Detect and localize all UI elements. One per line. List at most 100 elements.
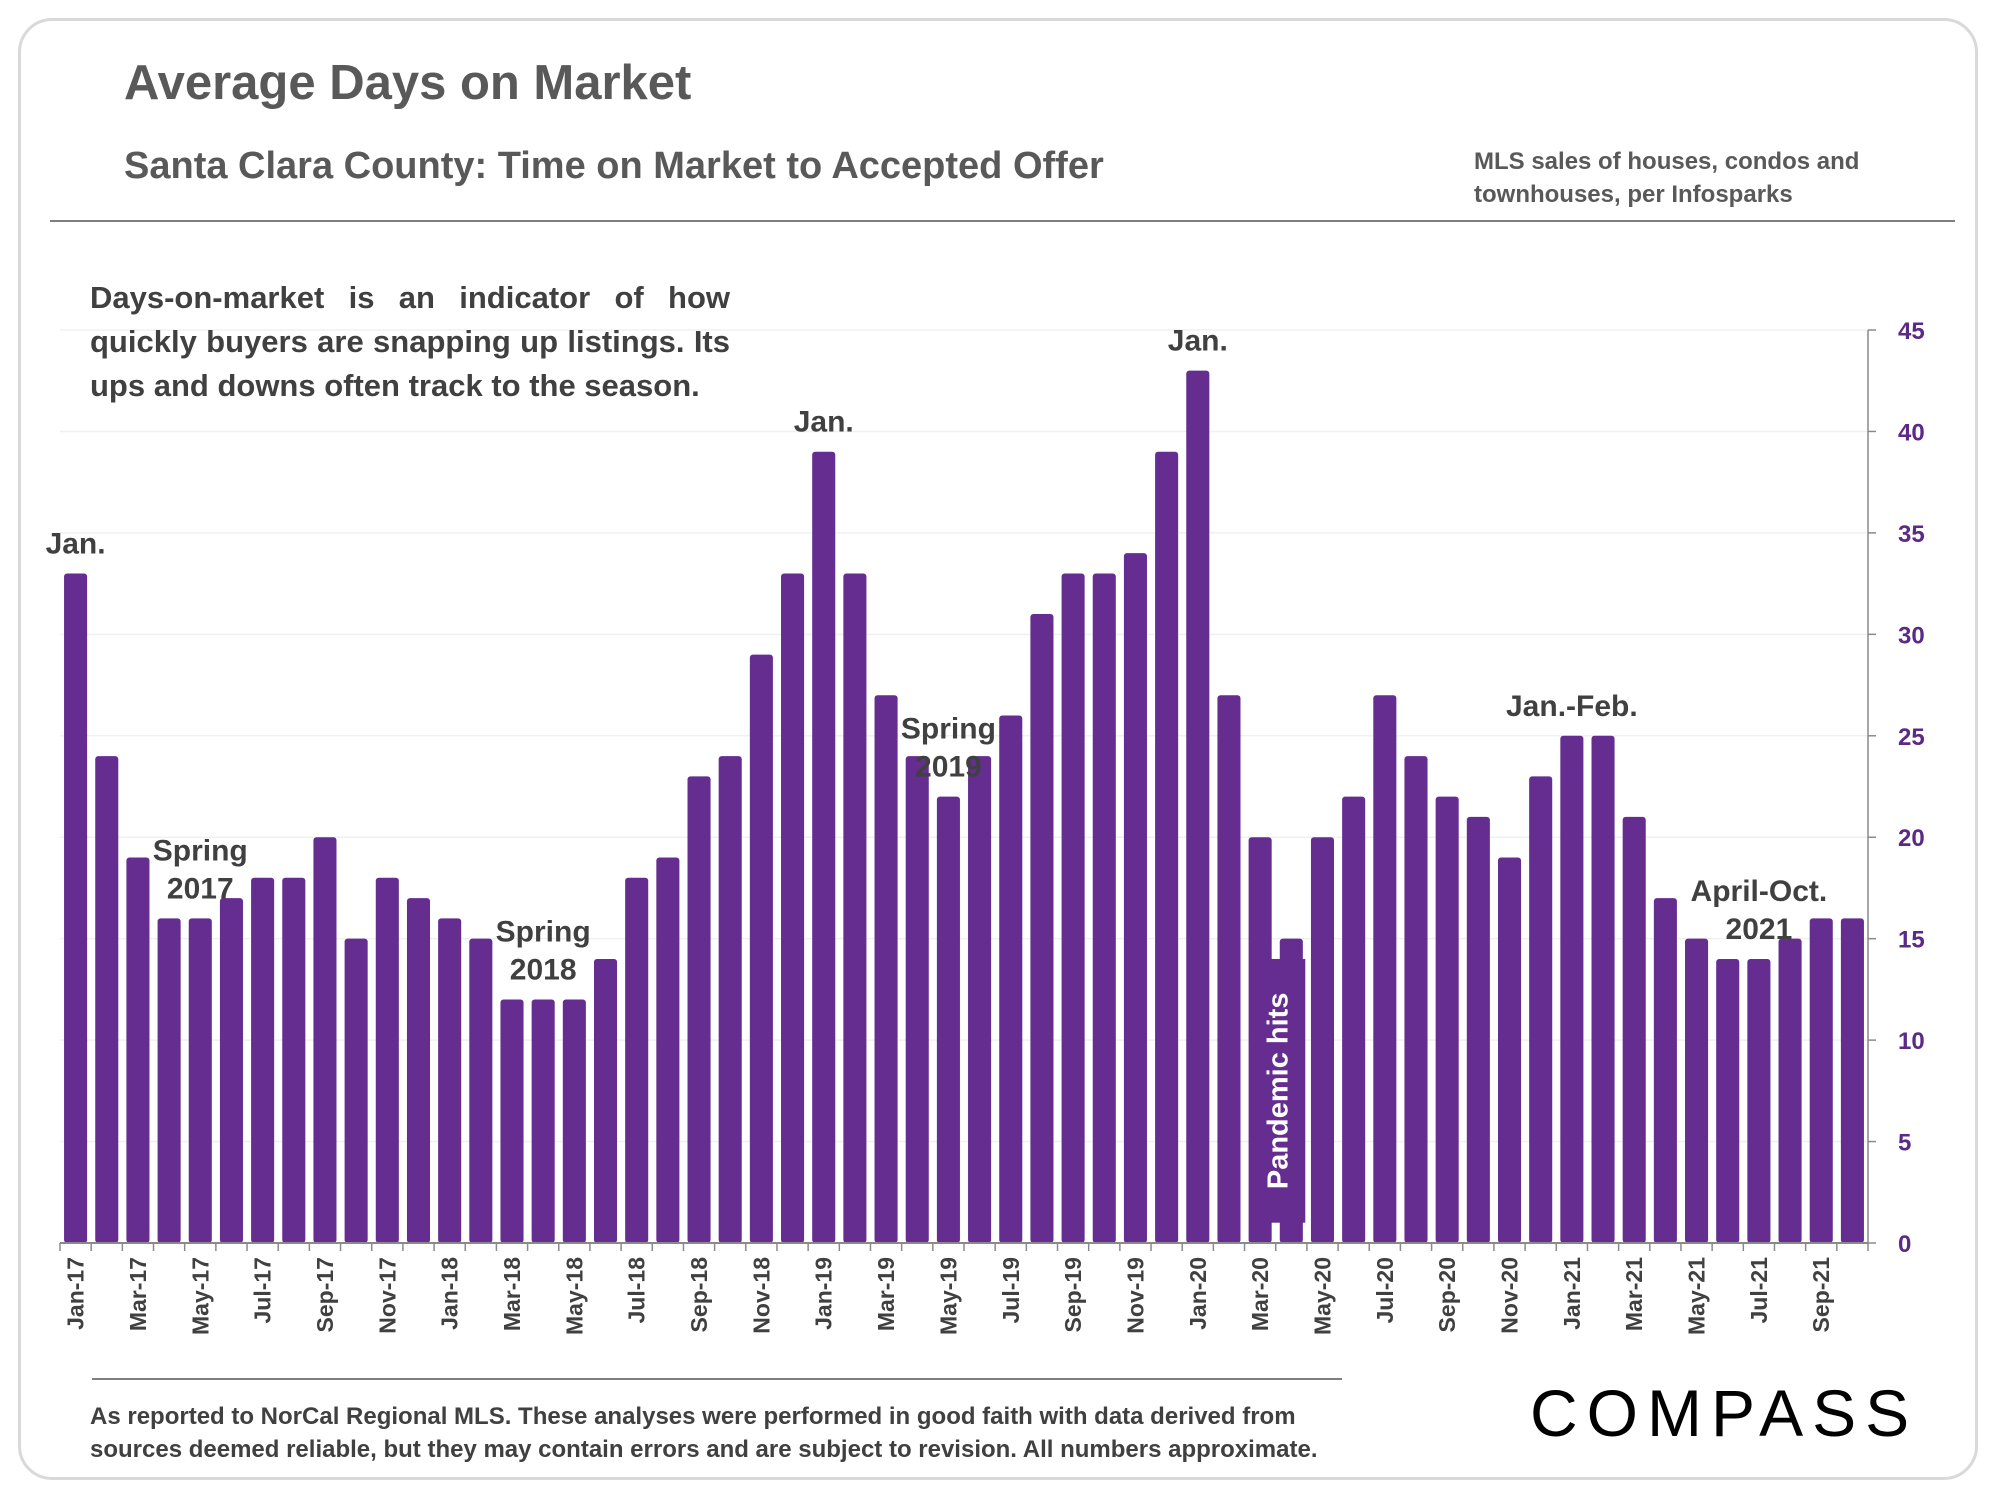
- x-tick-label: May-21: [1684, 1257, 1710, 1335]
- bar: [718, 756, 742, 1243]
- event-label: Pandemic hits: [1262, 993, 1294, 1190]
- bar: [905, 756, 929, 1243]
- bar: [1061, 573, 1085, 1243]
- bar: [500, 999, 524, 1243]
- bar: [1155, 451, 1179, 1243]
- event-label-box: [1249, 958, 1306, 1223]
- x-tick-label: Jul-19: [998, 1257, 1024, 1323]
- x-tick-label: Mar-17: [125, 1257, 151, 1331]
- annotation-label: 2019: [915, 751, 982, 784]
- y-tick-label: 35: [1898, 521, 1925, 548]
- x-tick-label: Mar-20: [1247, 1257, 1273, 1331]
- axes: 0 5 10 15 20 25 30 35 40 45 Jan-17 Mar-17 May-17 Jul-…: [59, 318, 1925, 1335]
- bar: [1778, 938, 1802, 1243]
- bar: [1560, 735, 1584, 1243]
- y-tick-label: 15: [1898, 927, 1925, 954]
- annotation-label: Spring: [901, 713, 996, 746]
- bar: [64, 573, 88, 1243]
- x-tick-label: Jan-21: [1559, 1257, 1585, 1330]
- bar: [1747, 958, 1771, 1243]
- bar: [344, 938, 368, 1243]
- bar: [936, 796, 960, 1243]
- annotation-label: Jan.: [46, 527, 106, 560]
- bar: [1840, 918, 1864, 1243]
- annotation-label: Spring: [153, 834, 248, 867]
- footnote: As reported to NorCal Regional MLS. Thes…: [90, 1403, 1318, 1463]
- bar: [1373, 695, 1397, 1243]
- x-tick-label: Mar-18: [499, 1257, 525, 1331]
- bar: [625, 877, 649, 1243]
- bar: [1529, 776, 1553, 1243]
- x-tick-label: Jan-19: [811, 1257, 837, 1330]
- x-tick-label: Sep-21: [1808, 1257, 1834, 1333]
- annotation-label: 2021: [1726, 913, 1793, 946]
- compass-logo: COMPASS: [1530, 1376, 1919, 1450]
- bar: [157, 918, 181, 1243]
- annotation-label: April-Oct.: [1691, 875, 1828, 908]
- bar: [1435, 796, 1459, 1243]
- bar: [282, 877, 306, 1243]
- bar: [1497, 857, 1522, 1243]
- bar: [219, 898, 243, 1243]
- x-tick-label: Nov-19: [1122, 1257, 1148, 1334]
- bar: [1716, 958, 1740, 1243]
- x-tick-label: Nov-20: [1497, 1257, 1523, 1334]
- x-tick-label: Mar-21: [1621, 1257, 1647, 1331]
- bar: [812, 451, 836, 1243]
- x-tick-label: May-18: [561, 1257, 587, 1335]
- x-tick-label: Jul-17: [250, 1257, 276, 1323]
- bar: [1653, 898, 1677, 1243]
- bar: [1591, 735, 1615, 1243]
- bar: [1310, 837, 1335, 1243]
- bar: [687, 776, 711, 1243]
- bar: [968, 756, 992, 1243]
- bar: [95, 756, 119, 1243]
- annotation-label: 2017: [167, 872, 234, 905]
- bar: [1342, 796, 1366, 1243]
- bar: [562, 999, 586, 1243]
- bar: [1217, 695, 1241, 1243]
- x-tick-label: May-17: [187, 1257, 213, 1335]
- bar: [874, 695, 898, 1243]
- x-tick-label: Jul-18: [624, 1257, 650, 1324]
- bar: [1809, 918, 1833, 1243]
- y-tick-label: 5: [1898, 1130, 1911, 1157]
- bar: [375, 877, 399, 1243]
- x-tick-label: Sep-17: [312, 1257, 338, 1332]
- bar: [438, 918, 462, 1243]
- bar: [593, 958, 618, 1243]
- bar: [1622, 816, 1646, 1243]
- annotation-label: Spring: [496, 916, 591, 949]
- header-divider: [50, 220, 1955, 222]
- annotation-label: 2018: [510, 954, 577, 987]
- bar: [1092, 573, 1116, 1243]
- bar: [469, 938, 493, 1243]
- bar: [1466, 816, 1490, 1243]
- bar: [126, 857, 150, 1243]
- bar: [313, 837, 337, 1243]
- chart-subtitle: Santa Clara County: Time on Market to Ac…: [124, 145, 1104, 187]
- annotations: Jan. Spring 2017 Spring 2018 Jan. Spring 2019 Ja…: [46, 325, 1828, 1223]
- bar: [406, 898, 431, 1243]
- bar: [656, 857, 680, 1243]
- x-tick-label: May-20: [1309, 1257, 1335, 1335]
- y-tick-label: 30: [1898, 622, 1925, 649]
- y-tick-label: 0: [1898, 1231, 1911, 1258]
- y-tick-label: 40: [1898, 419, 1925, 446]
- bar: [251, 877, 275, 1243]
- x-tick-label: Jul-21: [1746, 1257, 1772, 1324]
- bar: [531, 999, 555, 1243]
- x-tick-label: Nov-18: [748, 1257, 774, 1334]
- y-tick-label: 10: [1898, 1028, 1925, 1055]
- annotation-label: Jan.-Feb.: [1506, 690, 1638, 723]
- footer-divider: [92, 1378, 1342, 1380]
- x-tick-label: Jan-18: [437, 1257, 463, 1330]
- source-note: MLS sales of houses, condos and townhous…: [1474, 148, 1860, 208]
- x-tick-label: May-19: [935, 1257, 961, 1335]
- bar: [1186, 370, 1210, 1244]
- bars: [64, 370, 1864, 1244]
- x-tick-label: Sep-18: [686, 1257, 712, 1333]
- y-tick-label: 45: [1898, 318, 1925, 345]
- x-tick-label: Jan-20: [1185, 1257, 1211, 1330]
